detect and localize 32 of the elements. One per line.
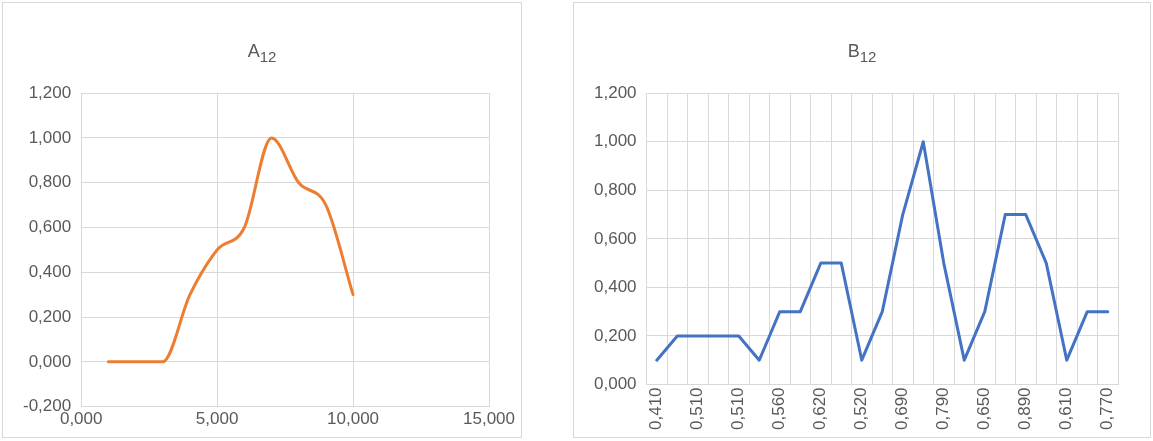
y-tick-label: 0,000 xyxy=(28,351,72,371)
x-tick-label: 5,000 xyxy=(195,409,239,429)
y-tick-label: 1,000 xyxy=(593,131,637,151)
y-tick-label: 0,200 xyxy=(28,306,72,326)
x-tick-label: 0,690 xyxy=(892,387,912,431)
chart-title: B$_{12}$ xyxy=(846,41,878,65)
x-tick-label: 0,790 xyxy=(933,387,953,431)
y-tick-label: 0,400 xyxy=(28,261,72,281)
x-tick-label: 0,620 xyxy=(810,387,830,431)
x-tick-label: 0,770 xyxy=(1097,387,1117,431)
y-tick-label: 0,800 xyxy=(593,179,637,199)
x-tick-label: 0,650 xyxy=(974,387,994,431)
y-tick-label: 1,200 xyxy=(593,82,637,102)
x-tick-label: 0,890 xyxy=(1015,387,1035,431)
x-tick-label: 15,000 xyxy=(463,409,515,429)
y-tick-label: 0,600 xyxy=(593,228,637,248)
y-tick-label: 1,200 xyxy=(28,82,72,102)
y-tick-label: 1,000 xyxy=(28,127,72,147)
x-tick-label: 0,610 xyxy=(1056,387,1076,431)
y-tick-label: 0,200 xyxy=(593,325,637,345)
y-tick-label: 0,800 xyxy=(28,172,72,192)
y-tick-label: 0,000 xyxy=(593,374,637,394)
x-tick-label: 0,510 xyxy=(728,387,748,431)
y-tick-label: 0,400 xyxy=(593,277,637,297)
chart-title: A$_{12}$ xyxy=(246,41,278,65)
y-tick-label: 0,600 xyxy=(28,217,72,237)
x-tick-label: 0,510 xyxy=(687,387,707,431)
x-tick-label: 0,560 xyxy=(769,387,789,431)
x-tick-label: 0,520 xyxy=(851,387,871,431)
line-series xyxy=(106,136,355,364)
x-tick-label: 0,410 xyxy=(646,387,666,431)
x-tick-label: 10,000 xyxy=(327,409,380,429)
